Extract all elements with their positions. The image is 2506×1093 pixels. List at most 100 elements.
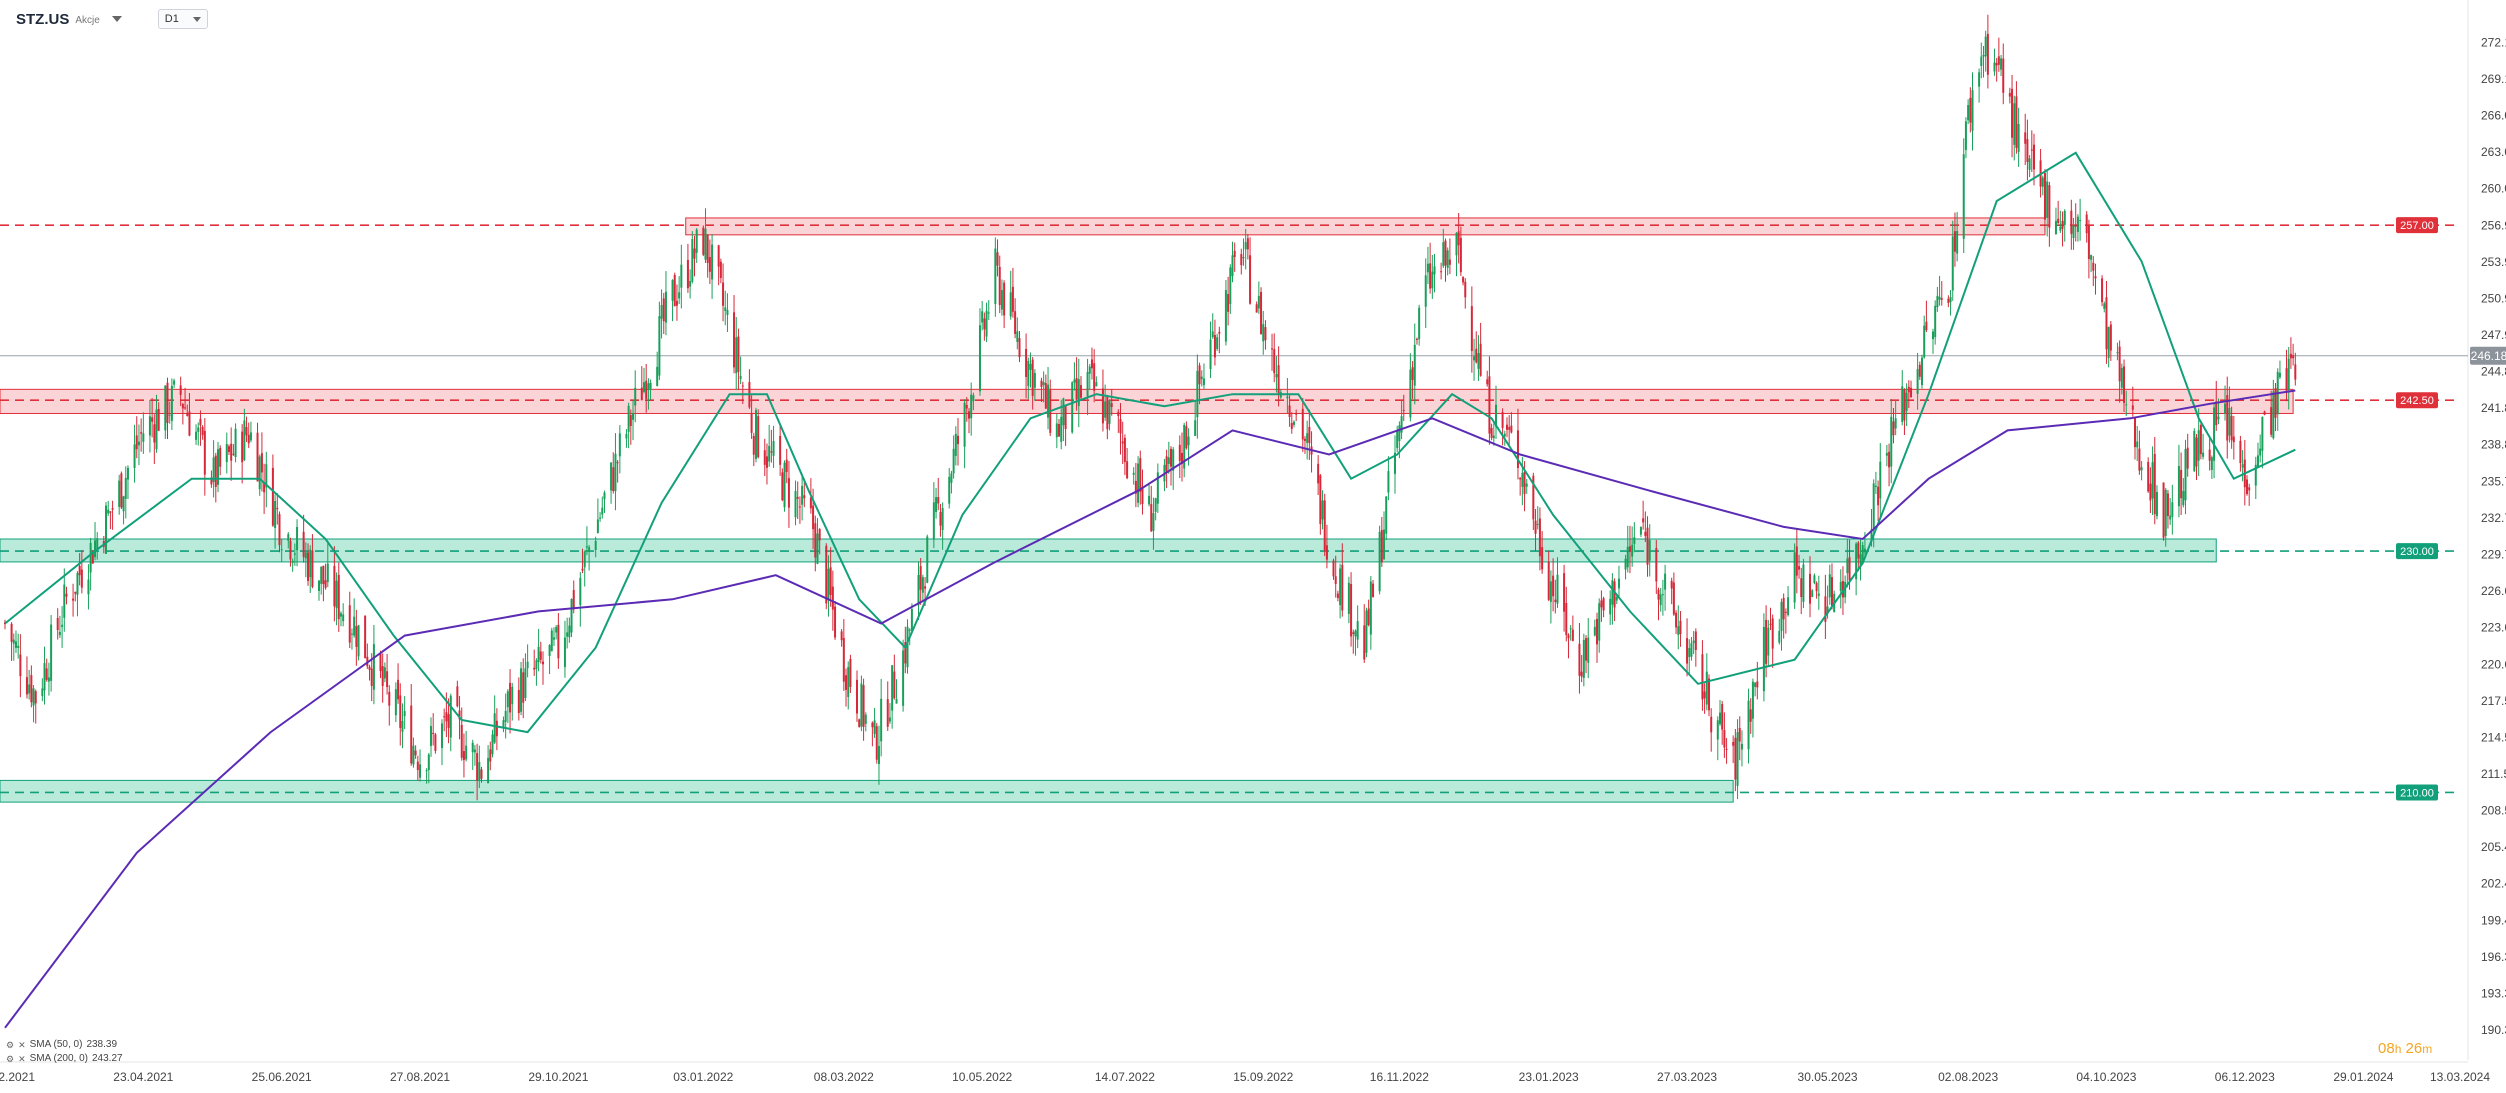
candle-body	[2079, 220, 2082, 222]
candle-body	[1457, 231, 1460, 246]
candle-body	[1031, 359, 1034, 396]
candle-body	[1455, 232, 1458, 256]
symbol-name[interactable]: STZ.US	[16, 10, 70, 28]
candle-body	[43, 663, 46, 691]
candle-body	[166, 382, 169, 423]
candle-body	[1249, 255, 1252, 304]
indicator-sma200[interactable]: ⚙ ✕ SMA (200, 0) 243.27	[6, 1052, 123, 1066]
candle-body	[1516, 430, 1519, 468]
candle-body	[1470, 306, 1473, 352]
candle-body	[2107, 326, 2110, 358]
candle-body	[155, 409, 158, 450]
candle-body	[1255, 304, 1258, 313]
x-tick-label: 15.09.2022	[1233, 1070, 1293, 1084]
y-tick-label: 229.72	[2481, 547, 2506, 561]
candle-body	[937, 497, 940, 504]
candle-body	[12, 639, 15, 644]
candle-body	[63, 584, 66, 618]
candle-body	[1433, 266, 1436, 275]
candle-body	[1648, 540, 1651, 561]
settings-icon[interactable]: ⚙	[6, 1054, 15, 1064]
candle-body	[1593, 626, 1596, 636]
y-tick-label: 250.93	[2481, 291, 2506, 305]
y-tick-label: 223.65	[2481, 621, 2506, 635]
candle-body	[335, 580, 338, 609]
indicator-sma50[interactable]: ⚙ ✕ SMA (50, 0) 238.39	[6, 1038, 123, 1052]
candle-body	[1734, 737, 1737, 780]
y-tick-label: 253.96	[2481, 255, 2506, 269]
candle-body	[1969, 97, 1972, 123]
y-tick-label: 208.50	[2481, 804, 2506, 818]
candle-body	[921, 577, 924, 593]
candle-body	[1027, 360, 1030, 387]
candle-body	[2278, 372, 2281, 378]
candle-body	[1277, 365, 1280, 394]
candle-body	[2109, 324, 2112, 351]
x-tick-label: 02.08.2023	[1938, 1070, 1998, 1084]
candle-body	[350, 633, 353, 635]
candle-body	[919, 566, 922, 590]
symbol-dropdown-icon[interactable]	[111, 16, 122, 22]
candle-body	[2162, 482, 2165, 538]
candle-body	[689, 281, 692, 287]
candle-body	[1426, 263, 1429, 273]
candle-body	[671, 279, 674, 301]
candle-body	[58, 632, 61, 636]
candle-body	[2070, 210, 2073, 234]
candle-body	[322, 565, 325, 585]
candle-body	[2048, 185, 2051, 228]
candle-body	[581, 568, 584, 571]
candle-body	[954, 433, 957, 456]
candle-body	[1413, 344, 1416, 386]
candle-body	[1180, 452, 1183, 464]
candle-body	[1429, 263, 1432, 289]
candle-body	[184, 407, 187, 409]
candle-body	[56, 618, 59, 631]
candle-body	[678, 292, 681, 299]
candle-body	[1525, 483, 1528, 487]
y-tick-label: 232.75	[2481, 511, 2506, 525]
settings-icon[interactable]: ⚙	[6, 1040, 15, 1050]
x-tick-label: 23.01.2023	[1519, 1070, 1579, 1084]
candle-body	[1940, 298, 1943, 300]
candle-body	[1306, 433, 1309, 443]
candle-body	[702, 227, 705, 255]
candle-body	[1888, 451, 1891, 468]
candle-body	[164, 385, 167, 431]
candle-body	[403, 711, 406, 717]
candle-body	[425, 770, 428, 772]
close-icon[interactable]: ✕	[18, 1054, 26, 1064]
candle-body	[1521, 472, 1524, 487]
candle-body	[818, 528, 821, 541]
timeframe-select[interactable]: D1	[157, 9, 208, 29]
candle-body	[203, 430, 206, 475]
candle-body	[996, 252, 999, 266]
candle-body	[1347, 582, 1350, 614]
candle-body	[873, 720, 876, 734]
candle-body	[260, 453, 263, 473]
candle-body	[307, 552, 310, 581]
candle-body	[2177, 466, 2180, 507]
close-icon[interactable]: ✕	[18, 1040, 26, 1050]
candle-body	[2015, 96, 2018, 148]
candle-body	[465, 745, 468, 760]
candle-body	[419, 764, 422, 778]
level-label: 210.00	[2400, 787, 2434, 799]
candle-body	[45, 668, 48, 680]
candle-body	[2166, 493, 2169, 517]
candle-body	[1811, 590, 1814, 598]
candle-body	[1044, 382, 1047, 409]
candle-body	[963, 402, 966, 447]
candle-body	[706, 234, 709, 263]
candle-body	[1290, 423, 1293, 429]
candle-body	[74, 591, 77, 594]
candle-body	[274, 501, 277, 529]
y-tick-label: 190.32	[2481, 1023, 2506, 1037]
candle-body	[1402, 409, 1405, 411]
candle-body	[908, 629, 911, 631]
candle-body	[2116, 352, 2119, 354]
candle-body	[1885, 452, 1888, 456]
candle-body	[1086, 371, 1089, 397]
candle-body	[1800, 578, 1803, 597]
